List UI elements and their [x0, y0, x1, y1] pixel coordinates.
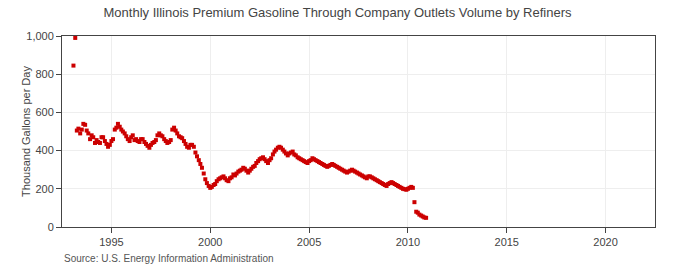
svg-text:2020: 2020 [593, 236, 617, 248]
svg-text:Monthly Illinois Premium Gasol: Monthly Illinois Premium Gasoline Throug… [104, 5, 572, 20]
svg-text:2000: 2000 [198, 236, 222, 248]
svg-text:1,000: 1,000 [26, 30, 54, 42]
svg-text:Thousand Gallons per Day: Thousand Gallons per Day [20, 66, 32, 197]
svg-text:0: 0 [48, 221, 54, 233]
svg-text:1995: 1995 [99, 236, 123, 248]
svg-text:Source: U.S. Energy Informatio: Source: U.S. Energy Information Administ… [64, 253, 274, 264]
svg-text:2015: 2015 [495, 236, 519, 248]
svg-text:2005: 2005 [297, 236, 321, 248]
svg-text:2010: 2010 [396, 236, 420, 248]
svg-text:800: 800 [35, 68, 53, 80]
svg-text:600: 600 [35, 106, 53, 118]
svg-text:400: 400 [35, 144, 53, 156]
svg-text:200: 200 [35, 183, 53, 195]
